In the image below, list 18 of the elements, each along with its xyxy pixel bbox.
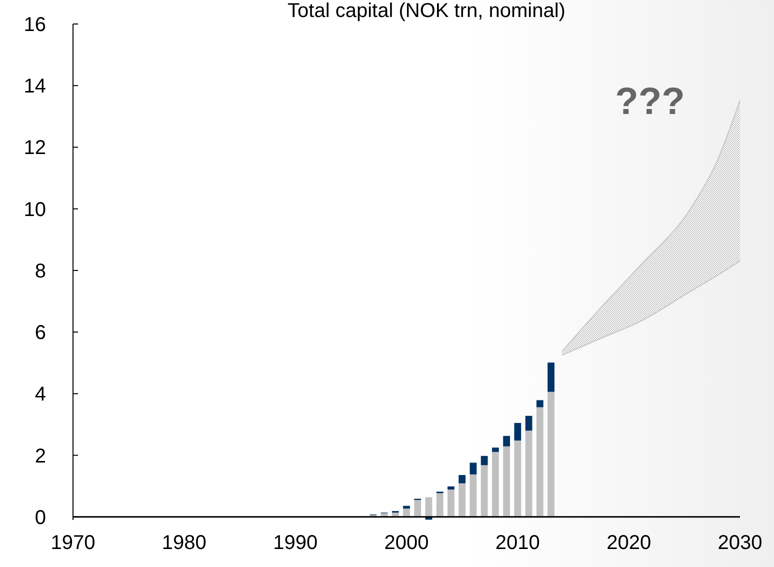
y-tick-label: 6 [34,322,46,344]
y-tick-label: 14 [24,76,46,98]
y-tick-label: 10 [24,198,46,221]
y-tick-label: 0 [34,506,46,529]
y-tick-label: 8 [34,260,46,282]
y-tick-label: 12 [24,137,46,160]
y-tick-label: 4 [34,384,46,406]
x-tick-label: 1970 [50,532,96,554]
chart-title: Total capital (NOK trn, nominal) [288,0,566,22]
x-tick-label: 2010 [495,532,540,554]
x-tick-label: 2020 [606,532,652,554]
y-tick-label: 16 [24,14,46,36]
annotation: ??? [615,81,685,123]
x-tick-label: 1990 [273,532,318,554]
x-tick-label: 1980 [162,532,206,554]
x-tick-label: 2030 [718,532,762,554]
y-tick-label: 2 [34,445,46,468]
x-tick-label: 2000 [384,532,429,554]
